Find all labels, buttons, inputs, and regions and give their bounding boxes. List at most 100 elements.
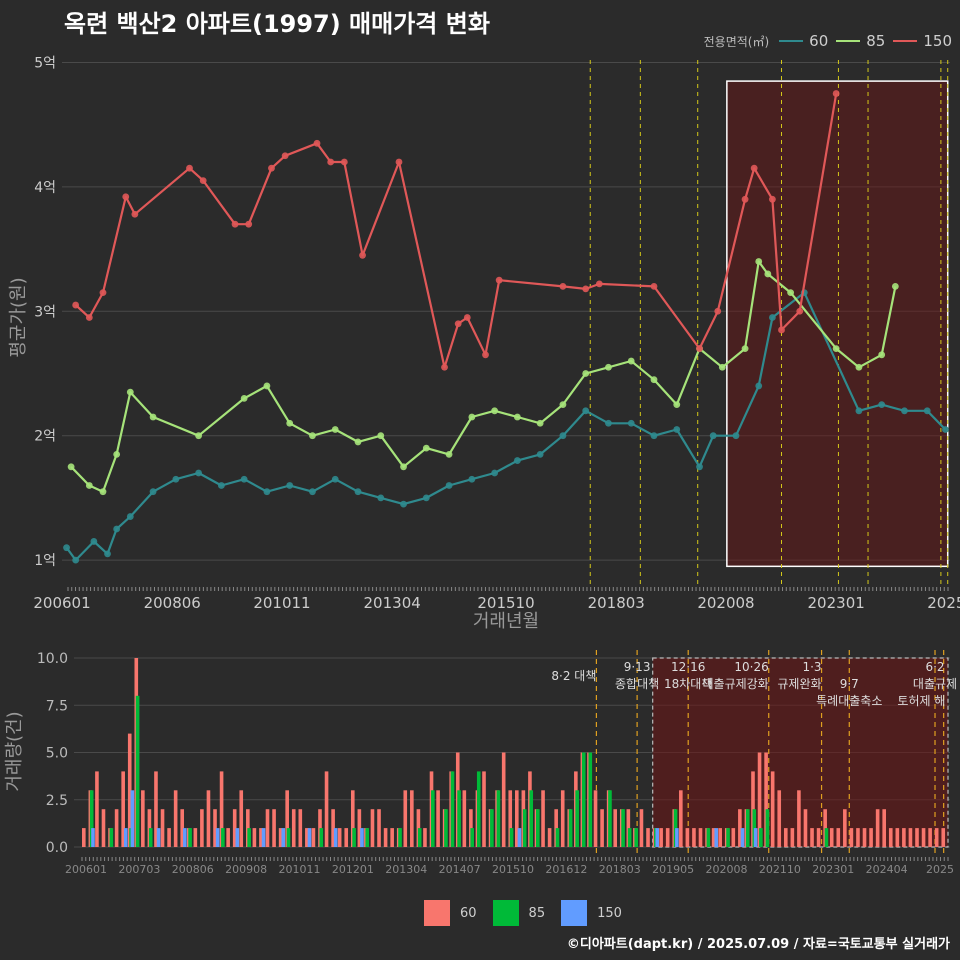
price-point-85: [468, 413, 476, 421]
volume-legend: 60 85 150: [424, 900, 622, 926]
volume-bar-60: [82, 828, 86, 847]
price-x-tick-label-1: 200806: [144, 594, 201, 612]
volume-bar-150: [261, 828, 266, 847]
volume-bar-85: [457, 790, 461, 847]
price-point-85: [755, 258, 763, 265]
volume-bar-60: [213, 809, 217, 847]
volume-bar-85: [247, 828, 251, 847]
price-point-60: [126, 513, 134, 520]
volume-bar-60: [337, 828, 342, 847]
price-legend: 전용면적(㎡) 60 85 150: [704, 32, 952, 50]
price-point-60: [582, 407, 590, 415]
legend-key-85: [836, 40, 861, 42]
price-point-150: [559, 282, 567, 290]
volume-bar-60: [226, 828, 230, 847]
price-point-85: [126, 388, 134, 396]
price-point-85: [400, 463, 407, 471]
volume-bar-85: [634, 828, 639, 847]
volume-bar-85: [621, 809, 625, 847]
volume-bar-150: [740, 828, 745, 847]
price-chart: 1억 2억 3억 4억 5억 200601 200806 201011 201304 201510…: [8, 55, 960, 632]
volume-x-tick-label-7: 201407: [439, 863, 481, 876]
legend-label-60: 60: [809, 32, 829, 50]
price-x-tick-label-2: 201011: [253, 594, 310, 612]
bar-legend-label-60: 60: [460, 905, 477, 921]
volume-bar-85: [535, 809, 540, 847]
legend-label-150: 150: [923, 32, 952, 50]
price-point-150: [72, 301, 80, 309]
price-point-85: [85, 482, 93, 489]
bar-legend-item-60: 60: [424, 900, 477, 926]
price-point-60: [559, 432, 567, 440]
volume-bar-60: [803, 809, 808, 847]
price-point-60: [172, 475, 180, 483]
volume-bar-60: [895, 828, 900, 847]
volume-bar-60: [665, 828, 670, 847]
volume-bar-60: [718, 828, 722, 847]
price-point-60: [445, 482, 453, 489]
bar-legend-item-85: 85: [492, 900, 545, 926]
price-y-tick-label-4: 5억: [34, 55, 56, 71]
volume-bar-60: [219, 771, 224, 847]
volume-bar-85: [431, 790, 435, 847]
volume-bar-85: [575, 790, 579, 847]
legend-key-150: [893, 40, 918, 42]
volume-bar-85: [365, 828, 370, 847]
price-point-60: [901, 407, 908, 415]
price-point-85: [331, 426, 339, 433]
price-point-85: [650, 376, 658, 384]
price-point-85: [718, 363, 726, 371]
price-x-tick-label-6: 202008: [697, 594, 754, 612]
volume-bar-60: [541, 790, 545, 847]
volume-bar-85: [319, 828, 324, 847]
volume-x-tick-label-3: 200908: [225, 863, 267, 876]
volume-y-axis-label: 거래량(건): [4, 711, 25, 791]
price-highlight-box: [726, 80, 949, 568]
volume-annotation-date-1: 9·13: [624, 660, 651, 674]
volume-bar-85: [824, 828, 829, 847]
volume-bar-60: [278, 828, 283, 847]
volume-x-tick-label-1: 200703: [118, 863, 160, 876]
volume-bar-60: [324, 771, 329, 847]
price-point-85: [559, 401, 567, 408]
volume-bar-85: [529, 790, 534, 847]
volume-annotation-text-4: 규제완화: [777, 677, 821, 691]
volume-bar-150: [215, 828, 220, 847]
price-point-150: [463, 314, 471, 321]
volume-bar-150: [156, 828, 161, 847]
volume-bar-60: [272, 809, 276, 847]
volume-annotation-text-3: 대출규제강화: [702, 677, 768, 691]
volume-bar-60: [390, 828, 394, 847]
price-point-150: [245, 220, 253, 228]
volume-bar-85: [188, 828, 192, 847]
volume-bar-60: [121, 771, 125, 847]
volume-bar-60: [232, 809, 237, 847]
price-x-tick-label-7: 202301: [808, 594, 865, 612]
price-point-60: [769, 314, 776, 321]
volume-bar-85: [221, 828, 225, 847]
volume-bar-150: [123, 828, 128, 847]
volume-bar-150: [333, 828, 338, 847]
volume-bar-85: [286, 828, 291, 847]
volume-bar-60: [875, 809, 880, 847]
volume-x-tick-label-2: 200806: [172, 863, 214, 876]
volume-y-tick-label-4: 10.0: [37, 651, 68, 667]
volume-bar-150: [281, 828, 286, 847]
price-point-85: [832, 345, 840, 353]
volume-annotation-date-3: 10·26: [734, 660, 768, 674]
volume-bar-60: [311, 828, 316, 847]
volume-bar-85: [444, 809, 448, 847]
volume-bar-60: [915, 828, 919, 847]
price-point-60: [755, 382, 763, 390]
price-point-85: [286, 419, 294, 427]
price-point-60: [491, 469, 499, 477]
price-point-85: [855, 363, 863, 371]
volume-bar-60: [547, 828, 552, 847]
price-point-60: [422, 494, 430, 502]
volume-bar-60: [869, 828, 873, 847]
volume-bar-60: [508, 790, 513, 847]
volume-bar-60: [259, 828, 263, 847]
price-point-60: [354, 488, 362, 496]
price-point-60: [113, 525, 121, 533]
volume-bar-60: [252, 828, 257, 847]
